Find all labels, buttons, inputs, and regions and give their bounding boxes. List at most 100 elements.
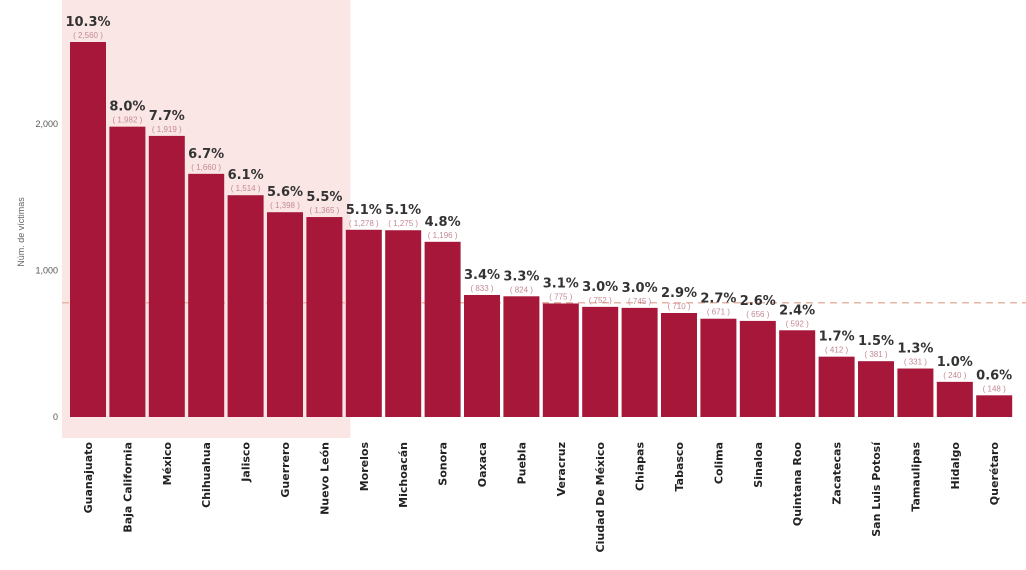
bar-percent-label: 5.1%: [385, 203, 421, 218]
bar: [109, 126, 146, 417]
bar: [345, 229, 382, 417]
bar-percent-label: 6.7%: [188, 147, 224, 162]
bar-percent-label: 3.3%: [503, 269, 539, 284]
bar-count-label: ( 824 ): [510, 285, 533, 294]
bar-percent-label: 1.3%: [897, 342, 933, 357]
bar-percent-label: 2.7%: [700, 292, 736, 307]
category-label: Nuevo León: [318, 442, 331, 515]
bars: [70, 42, 1013, 417]
bar: [385, 230, 422, 417]
bar-count-label: ( 1,196 ): [428, 231, 458, 240]
bar: [661, 312, 697, 417]
bar-percent-label: 8.0%: [109, 100, 145, 115]
bar-count-label: ( 745 ): [628, 297, 651, 306]
category-label: Ciudad De México: [594, 442, 607, 553]
category-label: Guerrero: [279, 442, 292, 498]
bar-labels: 10.3%( 2,560 ) 8.0%( 1,982 ) 7.7%( 1,919 )…: [65, 15, 1012, 393]
bar-percent-label: 3.4%: [464, 268, 500, 283]
bar-percent-label: 1.5%: [858, 334, 894, 349]
bar: [936, 381, 973, 417]
bar: [621, 307, 658, 417]
category-label: Oaxaca: [476, 442, 489, 487]
category-label: Zacatecas: [831, 442, 844, 505]
y-tick-label: 2,000: [35, 119, 58, 129]
bar: [227, 195, 264, 417]
bar-percent-label: 5.5%: [306, 190, 342, 205]
bar-count-label: ( 1,398 ): [270, 201, 300, 210]
bar: [188, 173, 225, 417]
category-label: Sinaloa: [752, 442, 765, 488]
bar-count-label: ( 1,919 ): [152, 125, 182, 134]
bar-percent-label: 0.6%: [976, 368, 1012, 383]
bar-percent-label: 3.0%: [582, 280, 618, 295]
category-label: Sonora: [437, 442, 450, 486]
bar-percent-label: 6.1%: [228, 168, 264, 183]
bar-percent-label: 2.9%: [661, 286, 697, 301]
y-axis: Núm. de víctimas 0 1,000 2,000: [16, 119, 58, 422]
category-label: Chihuahua: [200, 442, 213, 508]
bar-count-label: ( 381 ): [864, 350, 887, 359]
category-label: Veracruz: [555, 442, 568, 496]
bar-percent-label: 2.4%: [779, 303, 815, 318]
bar: [700, 318, 737, 417]
bar-count-label: ( 833 ): [470, 284, 493, 293]
category-label: Querétaro: [988, 442, 1001, 506]
bar-percent-label: 3.0%: [622, 281, 658, 296]
x-axis: Guanajuato Baja California México Chihuahua…: [82, 441, 1001, 553]
bar-count-label: ( 331 ): [904, 358, 927, 367]
bar-percent-label: 1.0%: [937, 355, 973, 370]
bar-count-label: ( 412 ): [825, 346, 848, 355]
category-label: Quintana Roo: [791, 442, 804, 527]
bar-percent-label: 5.1%: [346, 203, 382, 218]
bar-percent-label: 10.3%: [65, 15, 110, 30]
bar: [858, 361, 894, 417]
bar-percent-label: 1.7%: [819, 330, 855, 345]
bar: [267, 212, 303, 417]
bar-count-label: ( 1,982 ): [113, 116, 143, 125]
bar: [976, 395, 1013, 417]
bar-count-label: ( 148 ): [983, 384, 1006, 393]
category-label: Colima: [712, 442, 725, 484]
category-label: Michoacán: [397, 442, 410, 508]
bar: [148, 135, 185, 417]
bar-count-label: ( 1,514 ): [231, 184, 261, 193]
bar: [739, 320, 776, 417]
bar-count-label: ( 656 ): [746, 310, 769, 319]
bar: [779, 330, 816, 417]
bar-count-label: ( 592 ): [786, 319, 809, 328]
bar: [582, 306, 619, 417]
y-tick-label: 0: [53, 412, 58, 422]
bar-count-label: ( 1,365 ): [310, 206, 340, 215]
bar-percent-label: 3.1%: [543, 276, 579, 291]
bar-percent-label: 2.6%: [740, 294, 776, 309]
category-label: Jalisco: [240, 442, 253, 483]
category-label: Morelos: [358, 442, 371, 492]
bar-count-label: ( 1,275 ): [388, 219, 418, 228]
bar-count-label: ( 1,278 ): [349, 219, 379, 228]
bar-percent-label: 5.6%: [267, 185, 303, 200]
category-label: Guanajuato: [82, 442, 95, 514]
bar-count-label: ( 710 ): [667, 302, 690, 311]
bar: [542, 303, 579, 417]
category-label: Hidalgo: [949, 442, 962, 490]
bar-percent-label: 7.7%: [149, 109, 185, 124]
y-axis-label: Núm. de víctimas: [16, 197, 26, 267]
category-label: Puebla: [515, 442, 528, 484]
category-label: Tamaulipas: [909, 442, 922, 512]
bar: [503, 296, 540, 417]
category-label: Chiapas: [634, 442, 647, 491]
bar-count-label: ( 671 ): [707, 308, 730, 317]
category-label: Baja California: [121, 442, 134, 533]
bar: [818, 356, 855, 417]
bar-percent-label: 4.8%: [425, 215, 461, 230]
category-label: San Luis Potosí: [870, 441, 883, 537]
bar: [424, 241, 461, 417]
bar: [70, 42, 106, 417]
bar-count-label: ( 752 ): [589, 296, 612, 305]
category-label: México: [161, 442, 174, 486]
bar-count-label: ( 240 ): [943, 371, 966, 380]
bar-count-label: ( 775 ): [549, 292, 572, 301]
bar: [897, 368, 934, 417]
category-label: Tabasco: [673, 442, 686, 492]
